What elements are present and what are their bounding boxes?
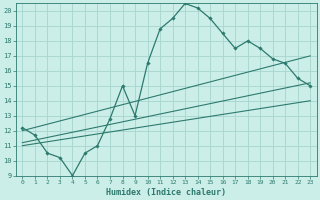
X-axis label: Humidex (Indice chaleur): Humidex (Indice chaleur) (106, 188, 226, 197)
